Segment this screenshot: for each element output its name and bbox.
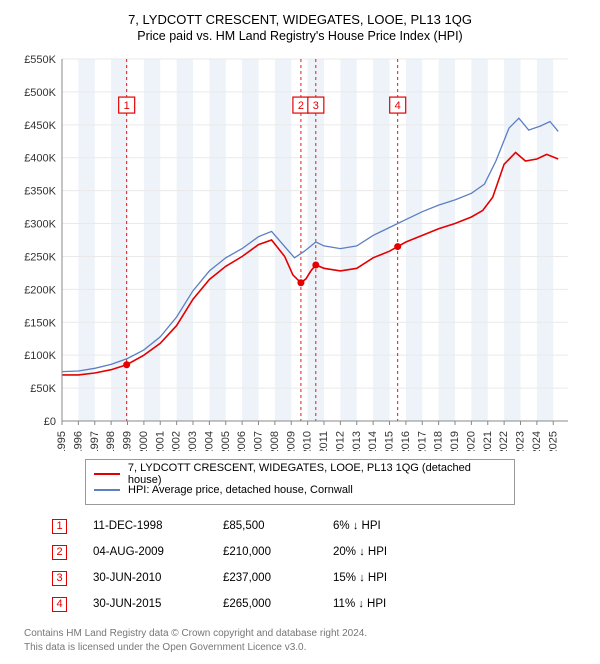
chart-title: 7, LYDCOTT CRESCENT, WIDEGATES, LOOE, PL… [12,12,588,27]
sale-row-date: 11-DEC-1998 [93,520,223,532]
sale-row: 4 30-JUN-2015£265,00011% ↓ HPI [52,591,588,617]
x-tick-label: 2003 [187,431,199,451]
x-tick-label: 2005 [220,431,232,451]
x-tick-label: 2018 [433,431,445,451]
sale-row: 1 11-DEC-1998£85,5006% ↓ HPI [52,513,588,539]
y-tick-label: £300K [24,219,56,231]
x-tick-label: 2017 [416,431,428,451]
legend-swatch [94,489,120,491]
sale-row-delta: 15% ↓ HPI [333,572,453,584]
legend-swatch [94,473,120,475]
x-tick-label: 2025 [547,431,559,451]
x-tick-label: 1997 [89,431,101,451]
y-tick-label: £200K [24,284,56,296]
sale-row-delta: 6% ↓ HPI [333,520,453,532]
x-tick-label: 1995 [56,431,68,451]
x-tick-label: 2000 [138,431,150,451]
x-tick-label: 2001 [154,431,166,451]
x-tick-label: 1998 [105,431,117,451]
sale-row-date: 30-JUN-2015 [93,598,223,610]
x-tick-label: 2015 [384,431,396,451]
x-tick-label: 2011 [318,431,330,451]
sale-row-marker: 2 [52,545,67,560]
footnote: Contains HM Land Registry data © Crown c… [24,627,588,654]
sale-point [123,361,130,368]
chart-subtitle: Price paid vs. HM Land Registry's House … [12,29,588,43]
sale-row-delta: 20% ↓ HPI [333,546,453,558]
x-tick-label: 2019 [449,431,461,451]
sale-marker-number: 1 [124,100,130,112]
x-tick-label: 2004 [203,431,215,451]
y-tick-label: £0 [44,416,56,428]
x-tick-label: 2024 [531,431,543,451]
sale-point [394,243,401,250]
x-tick-label: 1999 [122,431,134,451]
y-tick-label: £450K [24,120,56,132]
x-tick-label: 2021 [482,431,494,451]
x-tick-label: 2002 [171,431,183,451]
x-tick-label: 2013 [351,431,363,451]
x-tick-label: 2016 [400,431,412,451]
sale-marker-number: 2 [298,100,304,112]
x-tick-label: 2012 [334,431,346,451]
legend-label: 7, LYDCOTT CRESCENT, WIDEGATES, LOOE, PL… [128,462,506,486]
x-tick-label: 2022 [498,431,510,451]
y-tick-label: £550K [24,54,56,66]
y-tick-label: £150K [24,317,56,329]
sale-row: 3 30-JUN-2010£237,00015% ↓ HPI [52,565,588,591]
sale-marker-number: 3 [313,100,319,112]
sale-row-price: £210,000 [223,546,333,558]
sale-marker-number: 4 [395,100,401,112]
price-chart: 1 23 4 £0 £50K £100K £150K £200K £250K £300K £350K… [12,51,568,451]
legend-item: 7, LYDCOTT CRESCENT, WIDEGATES, LOOE, PL… [94,466,506,482]
x-tick-label: 2008 [269,431,281,451]
y-tick-label: £500K [24,87,56,99]
x-tick-label: 2007 [253,431,265,451]
y-tick-label: £100K [24,350,56,362]
sale-row: 2 04-AUG-2009£210,00020% ↓ HPI [52,539,588,565]
sale-row-marker: 3 [52,571,67,586]
sale-row-price: £265,000 [223,598,333,610]
sale-point [297,279,304,286]
sale-row-delta: 11% ↓ HPI [333,598,453,610]
y-tick-label: £400K [24,153,56,165]
sale-row-marker: 4 [52,597,67,612]
x-tick-label: 2020 [465,431,477,451]
chart-area: 1 23 4 £0 £50K £100K £150K £200K £250K £300K £350K… [12,51,588,451]
footnote-line: This data is licensed under the Open Gov… [24,641,588,655]
x-tick-label: 2010 [302,431,314,451]
legend-label: HPI: Average price, detached house, Corn… [128,484,353,496]
sale-row-date: 04-AUG-2009 [93,546,223,558]
y-tick-label: £350K [24,186,56,198]
x-tick-label: 2009 [285,431,297,451]
x-tick-label: 2023 [515,431,527,451]
x-tick-label: 2006 [236,431,248,451]
x-tick-label: 2014 [367,431,379,451]
y-tick-label: £250K [24,251,56,263]
sale-row-price: £237,000 [223,572,333,584]
sale-row-date: 30-JUN-2010 [93,572,223,584]
sale-point [312,262,319,269]
sale-row-price: £85,500 [223,520,333,532]
y-tick-label: £50K [30,383,56,395]
footnote-line: Contains HM Land Registry data © Crown c… [24,627,588,641]
legend: 7, LYDCOTT CRESCENT, WIDEGATES, LOOE, PL… [85,459,515,505]
sale-row-marker: 1 [52,519,67,534]
sales-table: 111-DEC-1998£85,5006% ↓ HPI204-AUG-2009£… [52,513,588,617]
x-tick-label: 1996 [72,431,84,451]
